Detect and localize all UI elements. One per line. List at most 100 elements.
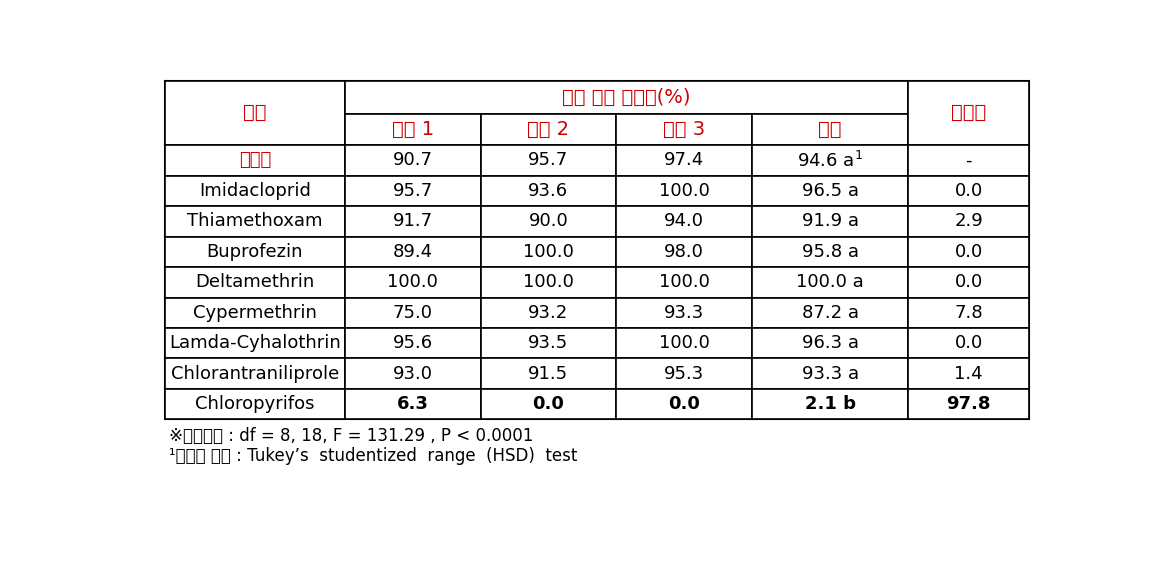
Text: 0.0: 0.0 xyxy=(954,273,983,292)
Text: 반복 3: 반복 3 xyxy=(663,120,705,139)
Text: 91.7: 91.7 xyxy=(393,212,432,231)
Text: 7.8: 7.8 xyxy=(954,304,983,322)
Text: 반복 2: 반복 2 xyxy=(528,120,570,139)
Text: 0.0: 0.0 xyxy=(954,334,983,352)
Text: 반복 1: 반복 1 xyxy=(391,120,433,139)
Text: -: - xyxy=(966,151,972,170)
Bar xyxy=(480,176,616,206)
Text: 100.0: 100.0 xyxy=(387,273,438,292)
Bar xyxy=(165,81,345,145)
Bar xyxy=(480,236,616,267)
Bar xyxy=(909,176,1029,206)
Bar xyxy=(909,206,1029,236)
Bar xyxy=(616,236,753,267)
Bar xyxy=(165,389,345,419)
Bar xyxy=(480,145,616,176)
Text: 95.8 a: 95.8 a xyxy=(802,243,859,261)
Text: Cypermethrin: Cypermethrin xyxy=(193,304,317,322)
Bar xyxy=(165,267,345,297)
Bar xyxy=(480,297,616,328)
Text: Lamda-Cyhalothrin: Lamda-Cyhalothrin xyxy=(169,334,340,352)
Text: 100.0: 100.0 xyxy=(659,182,709,200)
Text: 90.0: 90.0 xyxy=(529,212,569,231)
Bar xyxy=(345,358,480,389)
Text: 100.0: 100.0 xyxy=(523,273,574,292)
Text: 87.2 a: 87.2 a xyxy=(802,304,859,322)
Text: 93.3: 93.3 xyxy=(664,304,705,322)
Text: 100.0: 100.0 xyxy=(659,273,709,292)
Text: 우화 성충 생존율(%): 우화 성충 생존율(%) xyxy=(563,88,691,107)
Bar xyxy=(909,81,1029,145)
Text: 95.7: 95.7 xyxy=(528,151,569,170)
Text: 0.0: 0.0 xyxy=(954,243,983,261)
Text: 0.0: 0.0 xyxy=(532,395,564,413)
Bar xyxy=(165,358,345,389)
Text: 94.0: 94.0 xyxy=(664,212,705,231)
Bar xyxy=(165,176,345,206)
Text: Thiamethoxam: Thiamethoxam xyxy=(188,212,323,231)
Text: 100.0: 100.0 xyxy=(659,334,709,352)
Bar xyxy=(345,206,480,236)
Bar xyxy=(753,358,909,389)
Bar xyxy=(345,81,909,114)
Text: 95.3: 95.3 xyxy=(664,365,705,383)
Bar xyxy=(165,297,345,328)
Bar xyxy=(909,145,1029,176)
Bar xyxy=(480,328,616,358)
Bar xyxy=(345,236,480,267)
Bar xyxy=(345,267,480,297)
Text: 91.9 a: 91.9 a xyxy=(802,212,859,231)
Text: 93.6: 93.6 xyxy=(529,182,569,200)
Bar xyxy=(753,328,909,358)
Bar xyxy=(616,389,753,419)
Bar xyxy=(165,206,345,236)
Bar xyxy=(345,145,480,176)
Text: Deltamethrin: Deltamethrin xyxy=(196,273,315,292)
Bar xyxy=(909,328,1029,358)
Text: 90.7: 90.7 xyxy=(393,151,432,170)
Text: 0.0: 0.0 xyxy=(954,182,983,200)
Bar xyxy=(909,236,1029,267)
Text: 100.0 a: 100.0 a xyxy=(797,273,864,292)
Text: 93.2: 93.2 xyxy=(528,304,569,322)
Bar xyxy=(480,114,616,145)
Bar xyxy=(480,389,616,419)
Bar xyxy=(345,176,480,206)
Text: ¹평균간 비교 : Tukey’s  studentized  range  (HSD)  test: ¹평균간 비교 : Tukey’s studentized range (HSD… xyxy=(169,447,577,465)
Text: 이리: 이리 xyxy=(243,104,267,122)
Text: 2.9: 2.9 xyxy=(954,212,983,231)
Bar xyxy=(480,358,616,389)
Bar xyxy=(345,389,480,419)
Bar xyxy=(753,206,909,236)
Bar xyxy=(616,176,753,206)
Text: 평균: 평균 xyxy=(819,120,842,139)
Text: 0.0: 0.0 xyxy=(669,395,700,413)
Bar xyxy=(165,81,1029,419)
Bar xyxy=(480,267,616,297)
Text: 75.0: 75.0 xyxy=(393,304,432,322)
Text: Imidacloprid: Imidacloprid xyxy=(199,182,311,200)
Text: 89.4: 89.4 xyxy=(393,243,432,261)
Text: 93.0: 93.0 xyxy=(393,365,432,383)
Bar xyxy=(909,358,1029,389)
Text: 6.3: 6.3 xyxy=(396,395,429,413)
Bar xyxy=(616,114,753,145)
Text: ※통계분석 : df = 8, 18, F = 131.29 , P < 0.0001: ※통계분석 : df = 8, 18, F = 131.29 , P < 0.0… xyxy=(169,427,534,445)
Bar xyxy=(165,236,345,267)
Text: 96.3 a: 96.3 a xyxy=(802,334,859,352)
Bar xyxy=(753,297,909,328)
Text: 2.1 b: 2.1 b xyxy=(805,395,855,413)
Text: 97.8: 97.8 xyxy=(946,395,991,413)
Text: 93.3 a: 93.3 a xyxy=(802,365,859,383)
Text: 97.4: 97.4 xyxy=(664,151,705,170)
Text: 1.4: 1.4 xyxy=(954,365,983,383)
Bar xyxy=(753,389,909,419)
Text: 96.5 a: 96.5 a xyxy=(802,182,859,200)
Bar xyxy=(616,358,753,389)
Bar xyxy=(753,236,909,267)
Text: 98.0: 98.0 xyxy=(664,243,704,261)
Bar xyxy=(753,114,909,145)
Bar xyxy=(909,267,1029,297)
Text: 95.6: 95.6 xyxy=(393,334,432,352)
Bar xyxy=(345,328,480,358)
